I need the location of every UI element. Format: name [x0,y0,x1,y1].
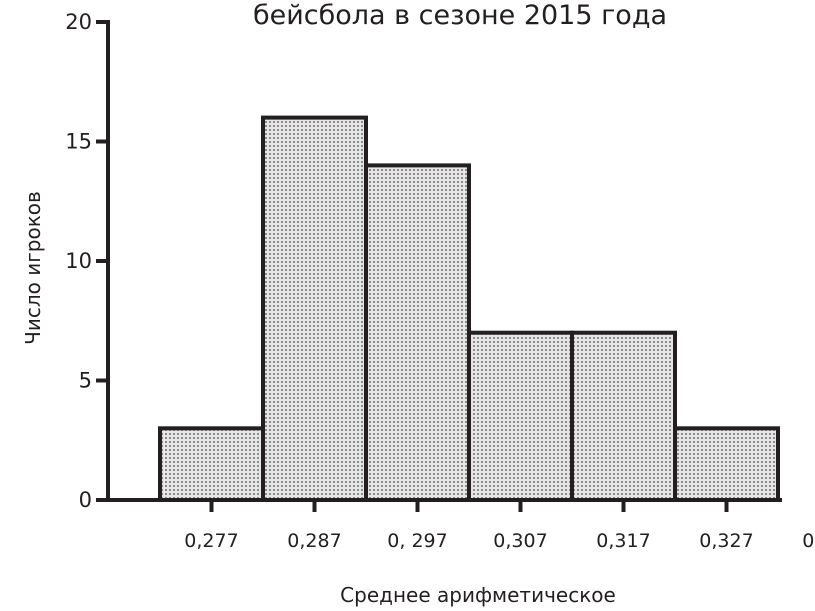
y-tick-label: 10 [65,249,92,273]
histogram-bar [364,163,471,502]
x-tick-label: 0,337 [802,530,815,552]
x-ticks-group: 0,277 0,287 0, 297 0,307 0,317 0,327 0,337 [184,500,815,552]
x-tick-label: 0, 297 [387,530,447,552]
histogram-bar [467,330,574,503]
bars-group [158,115,780,503]
histogram-bar [261,115,368,502]
x-axis-label: Среднее арифметическое [340,583,616,607]
histogram-bar [570,330,677,503]
histogram-bar [158,426,265,502]
y-tick-label: 20 [65,10,92,34]
y-ticks-group: 0 5 10 15 20 [65,10,108,512]
y-tick-label: 5 [79,369,92,393]
y-tick-label: 0 [79,488,92,512]
chart-title: бейсбола в сезоне 2015 года [253,0,667,31]
x-tick-label: 0,307 [493,530,547,552]
x-tick-label: 0,327 [699,530,753,552]
y-tick-label: 15 [65,130,92,154]
x-tick-label: 0,317 [596,530,650,552]
x-tick-label: 0,287 [287,530,341,552]
histogram-bar [673,426,780,502]
x-tick-label: 0,277 [184,530,238,552]
y-axis-label: Число игроков [21,191,45,345]
